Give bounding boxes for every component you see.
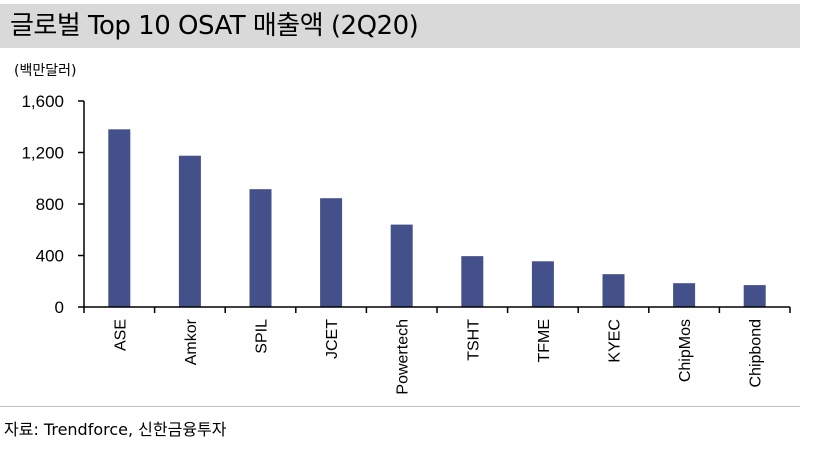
bar-tsht — [461, 256, 484, 307]
x-category-label: Powertech — [395, 319, 412, 395]
bar-kyec — [602, 274, 625, 307]
bar-chart: 1,600 1,200 800 400 0 ASE Amkor SPIL JCET Powert… — [21, 92, 791, 395]
y-tick-label: 1,600 — [21, 92, 64, 111]
source-note: 자료: Trendforce, 신한금융투자 — [4, 420, 227, 439]
bars — [108, 129, 766, 307]
bar-amkor — [178, 155, 201, 307]
x-category-label: Amkor — [183, 318, 200, 365]
y-tick-label: 1,200 — [21, 144, 64, 163]
y-tick-label: 800 — [36, 195, 64, 214]
bar-chipmos — [673, 283, 696, 307]
y-tick-label: 0 — [55, 298, 64, 317]
x-category-label: TFME — [536, 319, 553, 363]
chart-title: 글로벌 Top 10 OSAT 매출액 (2Q20) — [10, 11, 419, 41]
y-axis: 1,600 1,200 800 400 0 — [21, 92, 85, 317]
bar-powertech — [390, 224, 413, 307]
bar-spil — [249, 189, 272, 307]
y-tick-label: 400 — [36, 247, 64, 266]
bar-jcet — [320, 198, 343, 307]
x-axis: ASE Amkor SPIL JCET Powertech TSHT TFME KYEC Chi… — [83, 306, 791, 395]
title-bar: 글로벌 Top 10 OSAT 매출액 (2Q20) — [0, 4, 800, 48]
x-category-label: KYEC — [607, 319, 624, 363]
source-divider — [0, 406, 800, 407]
x-category-label: SPIL — [254, 319, 271, 354]
bar-chipbond — [743, 285, 766, 307]
x-category-label: ASE — [112, 319, 129, 351]
bar-tfme — [531, 261, 554, 307]
x-category-label: TSHT — [465, 319, 482, 361]
x-category-label: ChipMos — [677, 319, 694, 382]
bar-ase — [108, 129, 131, 307]
x-category-label: JCET — [324, 319, 341, 359]
y-unit-label: (백만달러) — [14, 63, 77, 79]
x-category-label: Chipbond — [748, 319, 765, 388]
